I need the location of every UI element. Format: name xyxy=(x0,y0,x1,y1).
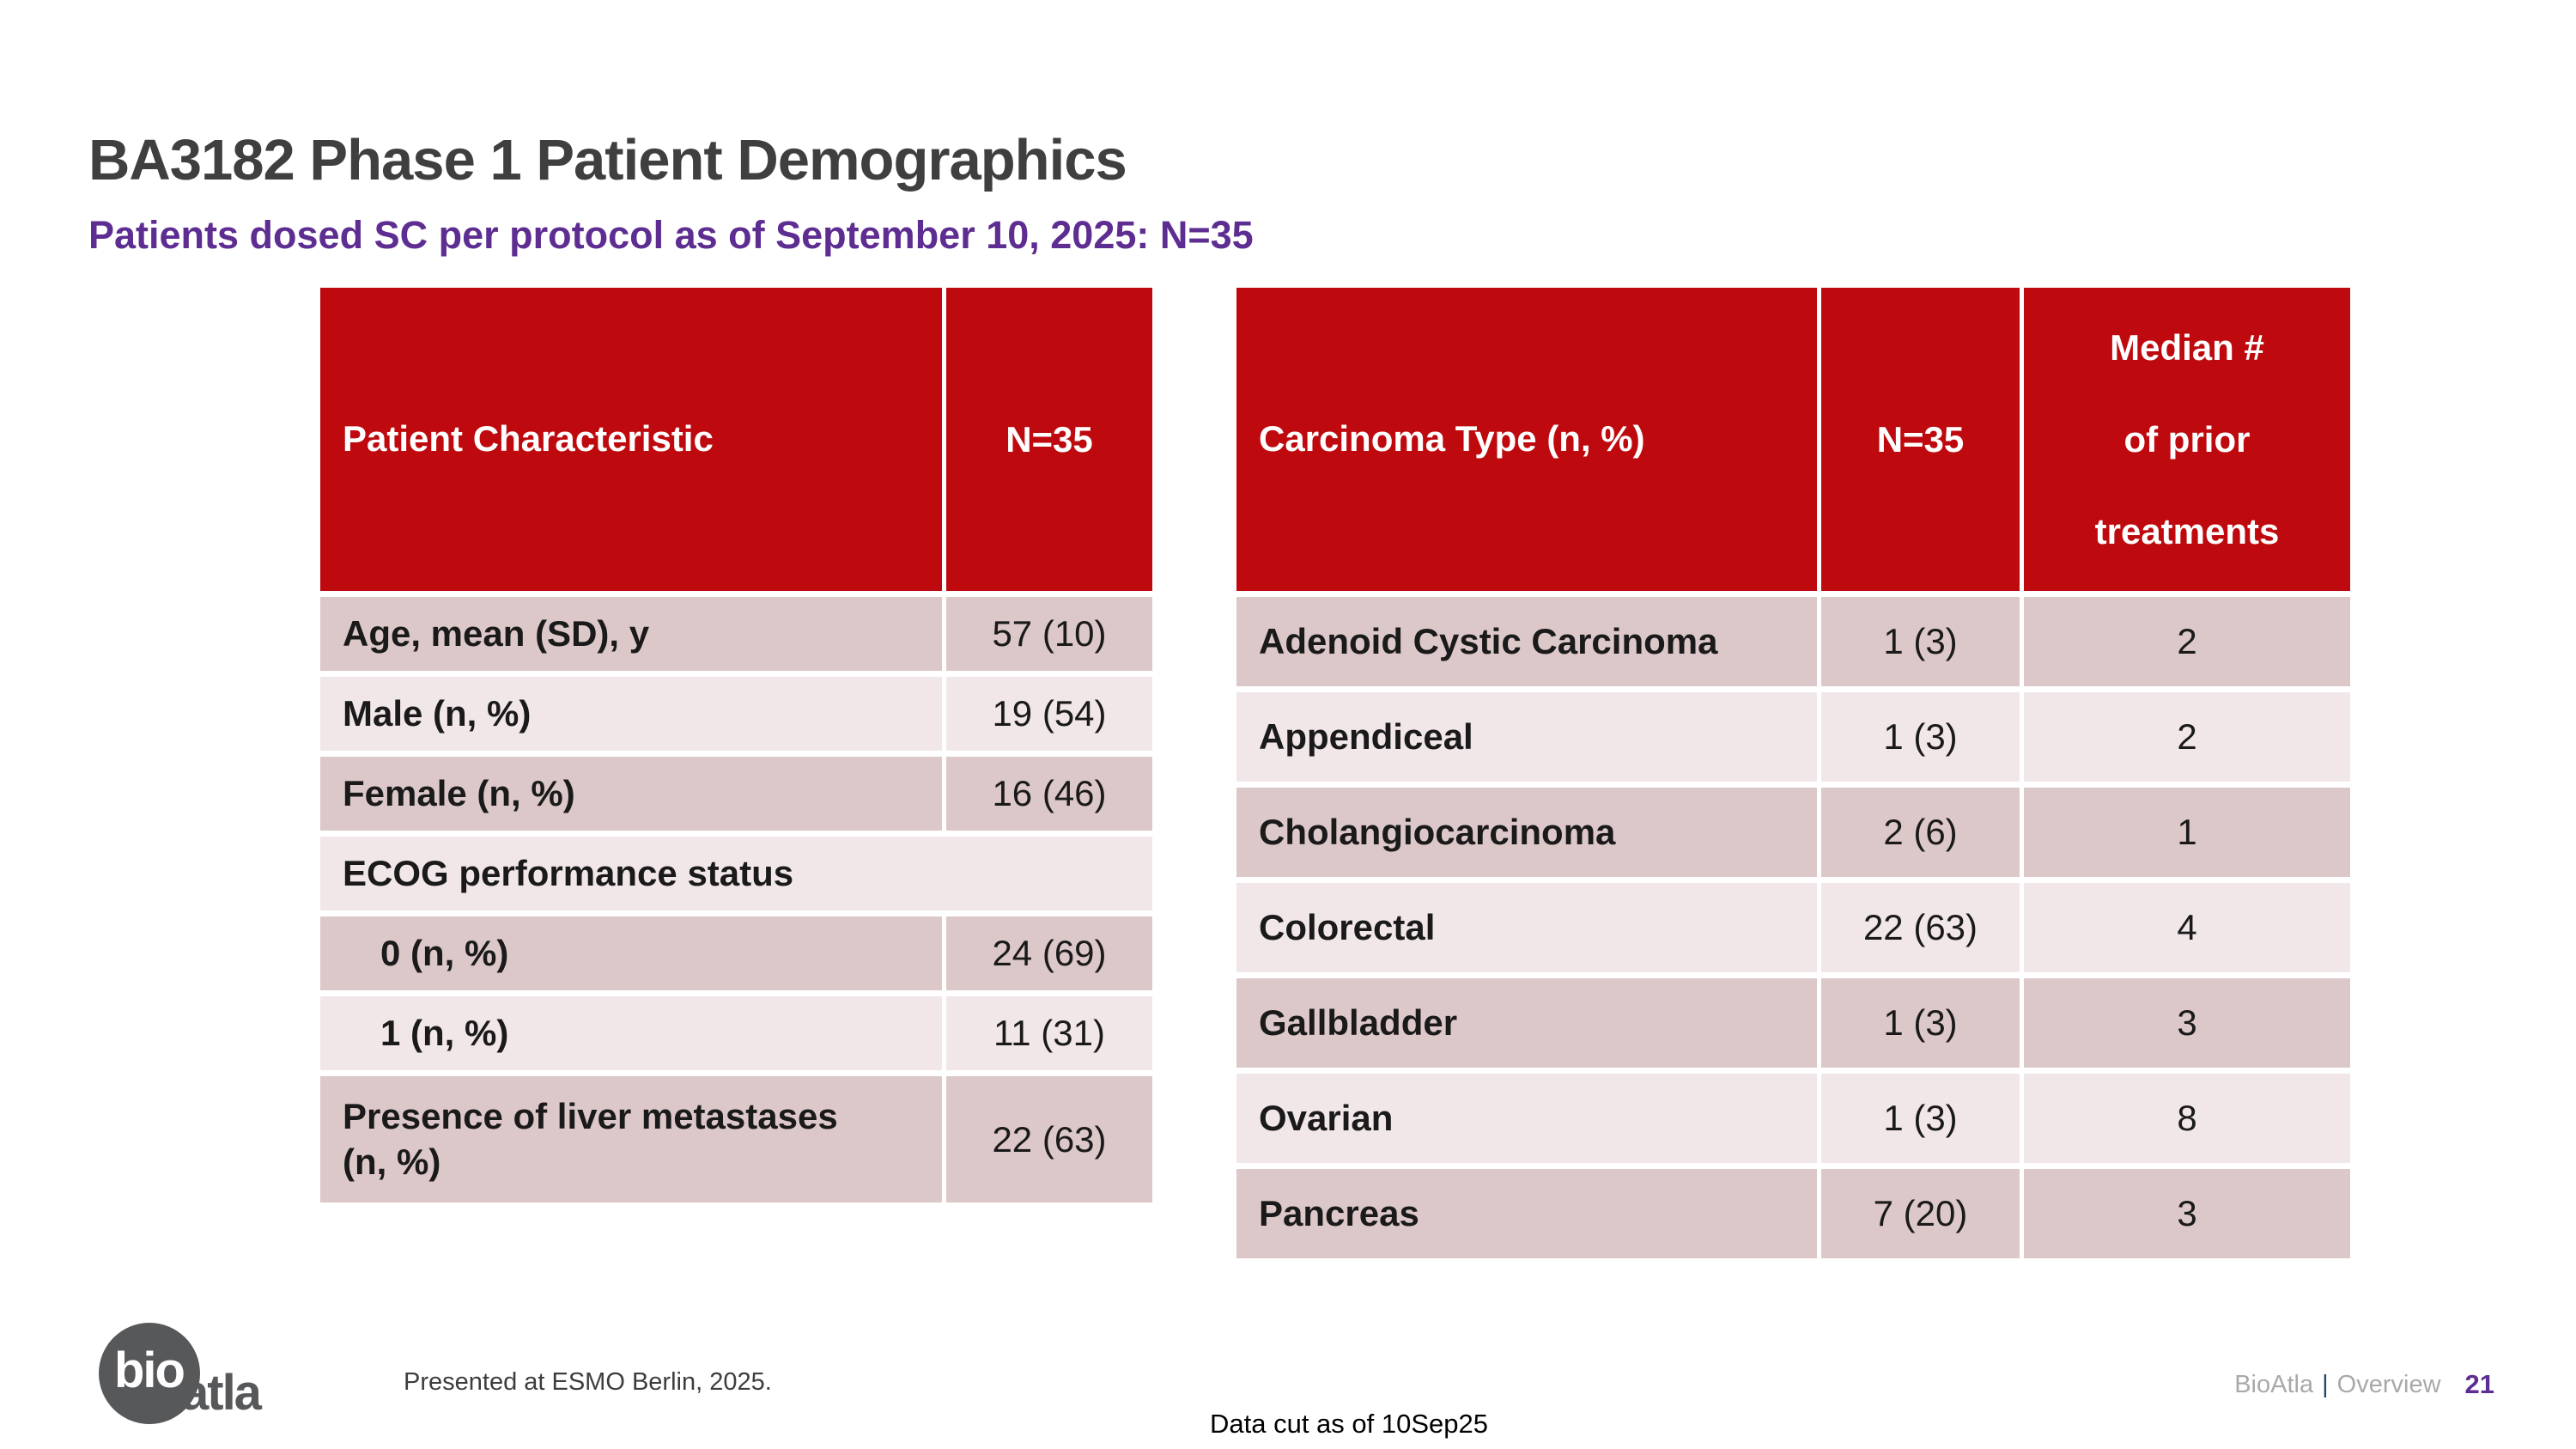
table-cell-value: 1 (3) xyxy=(1821,978,2020,1068)
table-cell-label: Ovarian xyxy=(1236,1074,1817,1163)
logo-text-atla: atla xyxy=(181,1365,262,1421)
table-cell-value: 8 xyxy=(2024,1074,2350,1163)
column-header: Median # of prior treatments xyxy=(2024,288,2350,591)
table-cell-label: Gallbladder xyxy=(1236,978,1817,1068)
page-subtitle: Patients dosed SC per protocol as of Sep… xyxy=(88,213,1254,257)
table-cell-label: 0 (n, %) xyxy=(320,916,942,990)
data-cut-text: Data cut as of 10Sep25 xyxy=(1210,1409,1489,1439)
footer-page-info: BioAtla | Overview 21 xyxy=(2234,1369,2494,1400)
column-header: N=35 xyxy=(946,288,1152,591)
table-cell-value: 16 (46) xyxy=(946,757,1152,831)
logo-circle-icon xyxy=(99,1323,200,1424)
table-cell-value: 1 xyxy=(2024,788,2350,877)
presented-at-text: Presented at ESMO Berlin, 2025. xyxy=(404,1368,772,1396)
table-cell-label: ECOG performance status xyxy=(320,837,1152,910)
table-cell-value: 2 xyxy=(2024,597,2350,686)
table-cell-value: 1 (3) xyxy=(1821,597,2020,686)
table-cell-value: 4 xyxy=(2024,883,2350,972)
table-cell-label: Appendiceal xyxy=(1236,692,1817,782)
table-cell-label: 1 (n, %) xyxy=(320,996,942,1070)
footer-section: Overview xyxy=(2336,1370,2441,1398)
table-cell-label: Pancreas xyxy=(1236,1169,1817,1258)
table-cell-value: 24 (69) xyxy=(946,916,1152,990)
page-number: 21 xyxy=(2464,1369,2494,1399)
footer-brand: BioAtla xyxy=(2234,1370,2314,1398)
table-cell-value: 22 (63) xyxy=(946,1076,1152,1202)
table-cell-value: 2 xyxy=(2024,692,2350,782)
table-cell-value: 1 (3) xyxy=(1821,692,2020,782)
table-cell-value: 7 (20) xyxy=(1821,1169,2020,1258)
table-cell-label: Colorectal xyxy=(1236,883,1817,972)
column-header: Patient Characteristic xyxy=(320,288,942,591)
page-title: BA3182 Phase 1 Patient Demographics xyxy=(88,128,1127,192)
patient-characteristics-table: Patient Characteristic N=35 Age, mean (S… xyxy=(320,288,1152,1202)
bioatla-logo: bio atla xyxy=(99,1323,348,1430)
table-cell-label: Presence of liver metastases (n, %) xyxy=(320,1076,942,1202)
table-cell-label: Age, mean (SD), y xyxy=(320,597,942,671)
table-cell-value: 57 (10) xyxy=(946,597,1152,671)
table-cell-value: 2 (6) xyxy=(1821,788,2020,877)
table-cell-label: Male (n, %) xyxy=(320,677,942,751)
column-header: Carcinoma Type (n, %) xyxy=(1236,288,1817,591)
table-cell-label: Adenoid Cystic Carcinoma xyxy=(1236,597,1817,686)
table-cell-value: 3 xyxy=(2024,1169,2350,1258)
table-cell-value: 11 (31) xyxy=(946,996,1152,1070)
column-header: N=35 xyxy=(1821,288,2020,591)
footer-divider: | xyxy=(2322,1370,2329,1398)
carcinoma-type-table: Carcinoma Type (n, %) N=35 Median # of p… xyxy=(1236,288,2350,1258)
table-cell-value: 22 (63) xyxy=(1821,883,2020,972)
table-cell-value: 1 (3) xyxy=(1821,1074,2020,1163)
table-cell-value: 19 (54) xyxy=(946,677,1152,751)
table-cell-value: 3 xyxy=(2024,978,2350,1068)
table-cell-label: Cholangiocarcinoma xyxy=(1236,788,1817,877)
table-cell-label: Female (n, %) xyxy=(320,757,942,831)
logo-text-bio: bio xyxy=(114,1342,185,1398)
